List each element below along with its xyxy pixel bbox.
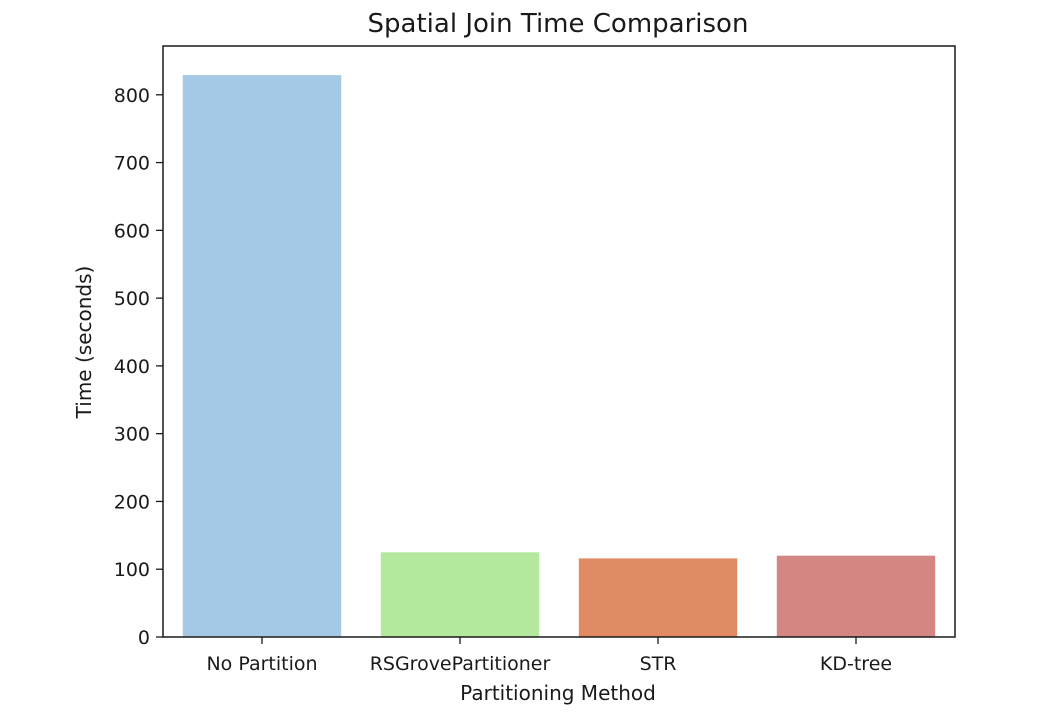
bar-str	[578, 558, 738, 637]
chart-title: Spatial Join Time Comparison	[368, 9, 749, 39]
x-axis-ticks: No Partition RSGrovePartitioner STR KD-tree	[206, 637, 892, 675]
bar-no-partition	[182, 75, 342, 637]
y-tick-label: 800	[114, 85, 150, 107]
x-tick-label: STR	[640, 653, 677, 675]
y-tick-label: 300	[114, 424, 150, 446]
x-tick-label: RSGrovePartitioner	[370, 653, 551, 675]
y-tick-label: 700	[114, 153, 150, 175]
y-tick-label: 200	[114, 491, 150, 513]
x-tick-label: No Partition	[206, 653, 317, 675]
bar-kd-tree	[776, 555, 936, 637]
y-tick-label: 500	[114, 288, 150, 310]
x-tick-label: KD-tree	[820, 653, 892, 675]
x-axis-label: Partitioning Method	[460, 681, 656, 705]
bar-rsgrovepartitioner	[380, 552, 540, 637]
y-tick-label: 100	[114, 559, 150, 581]
y-tick-label: 0	[138, 627, 150, 649]
plot-area-frame	[162, 45, 956, 638]
y-tick-label: 400	[114, 356, 150, 378]
y-axis-label: Time (seconds)	[72, 266, 96, 420]
y-axis-ticks: 0 100 200 300 400 500 600 700 800	[114, 85, 163, 649]
bars-layer	[182, 75, 936, 637]
y-tick-label: 600	[114, 220, 150, 242]
